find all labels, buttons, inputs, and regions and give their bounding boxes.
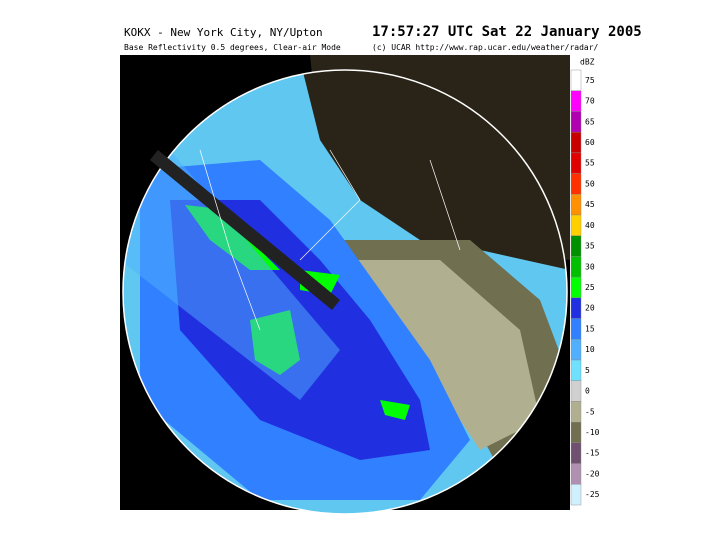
legend-swatch <box>570 131 582 154</box>
legend-label: 65 <box>585 117 595 126</box>
legend-label: -10 <box>585 428 600 437</box>
legend-label: 40 <box>585 221 595 230</box>
legend-swatch <box>570 318 582 340</box>
color-legend: dBZ 757065605550454035302520151050-5-10-… <box>570 58 600 506</box>
legend-swatch <box>570 111 582 133</box>
legend-swatch <box>570 359 582 381</box>
legend-label: 60 <box>585 138 595 147</box>
legend-swatch <box>570 214 582 236</box>
scan-time: 17:57:27 UTC Sat 22 January 2005 <box>372 24 642 40</box>
radar-map <box>120 55 570 515</box>
product-name: Base Reflectivity 0.5 degrees, Clear-air… <box>124 43 341 52</box>
legend-swatch <box>570 194 582 216</box>
legend-label: -25 <box>585 490 600 499</box>
legend-swatch <box>570 401 582 423</box>
legend-swatch <box>570 421 582 444</box>
legend-label: 35 <box>585 242 595 251</box>
legend-swatch <box>570 276 582 299</box>
legend-label: 25 <box>585 283 595 292</box>
legend-swatch <box>570 297 582 319</box>
legend-swatch <box>570 380 582 402</box>
legend-label: -5 <box>585 407 595 416</box>
legend-swatch <box>570 69 582 91</box>
legend-label: 0 <box>585 387 590 396</box>
legend-label: 20 <box>585 304 595 313</box>
legend-swatch <box>570 463 582 485</box>
legend-label: 15 <box>585 324 595 333</box>
legend-label: 5 <box>585 366 590 375</box>
credit: (c) UCAR http://www.rap.ucar.edu/weather… <box>372 43 599 52</box>
legend-swatch <box>570 256 582 278</box>
legend-label: 50 <box>585 179 595 188</box>
legend-swatch <box>570 484 582 506</box>
legend-swatch <box>570 90 582 112</box>
legend-title: dBZ <box>580 58 595 67</box>
station-name: KOKX - New York City, NY/Upton <box>124 26 323 39</box>
legend-swatch <box>570 152 582 174</box>
legend-swatch <box>570 442 582 464</box>
legend-label: 55 <box>585 159 595 168</box>
legend-swatch <box>570 235 582 257</box>
legend-label: 10 <box>585 345 595 354</box>
legend-label: 30 <box>585 262 595 271</box>
legend-label: 45 <box>585 200 595 209</box>
legend-swatch <box>570 339 582 361</box>
legend-label: -20 <box>585 469 600 478</box>
legend-label: -15 <box>585 449 600 458</box>
legend-label: 75 <box>585 76 595 85</box>
legend-label: 70 <box>585 97 595 106</box>
legend-swatch <box>570 173 582 195</box>
